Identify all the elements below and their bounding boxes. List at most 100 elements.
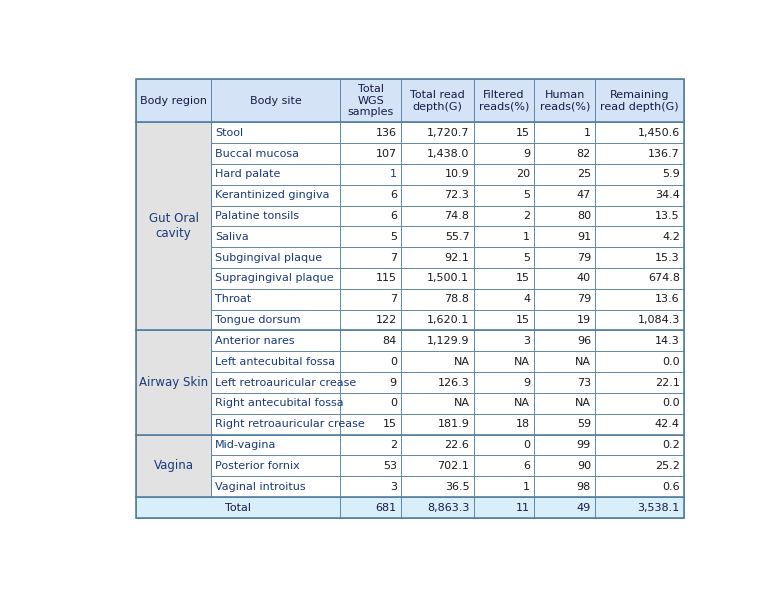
Text: 59: 59: [577, 419, 591, 429]
Bar: [401, 435, 474, 455]
Text: 1,084.3: 1,084.3: [637, 315, 680, 325]
Bar: [595, 310, 684, 330]
Bar: [474, 268, 535, 289]
Bar: [535, 310, 595, 330]
Text: Airway Skin: Airway Skin: [139, 376, 208, 389]
Bar: [137, 435, 210, 455]
Text: 136: 136: [376, 128, 397, 137]
Bar: [137, 164, 210, 185]
Bar: [595, 122, 684, 143]
Bar: [474, 497, 535, 518]
Text: 5.9: 5.9: [662, 169, 680, 179]
Bar: [137, 476, 210, 497]
Bar: [340, 289, 401, 310]
Text: 1,129.9: 1,129.9: [427, 336, 469, 346]
Text: 2: 2: [523, 211, 530, 221]
Bar: [535, 435, 595, 455]
Bar: [210, 414, 340, 435]
Bar: [210, 455, 340, 476]
Bar: [595, 80, 684, 122]
Text: Vagina: Vagina: [154, 459, 194, 472]
Text: 90: 90: [577, 461, 591, 471]
Bar: [340, 143, 401, 164]
Text: 0: 0: [523, 440, 530, 450]
Bar: [210, 476, 340, 497]
Bar: [535, 247, 595, 268]
Bar: [535, 289, 595, 310]
Text: 73: 73: [577, 377, 591, 388]
Bar: [137, 393, 210, 414]
Text: Tongue dorsum: Tongue dorsum: [215, 315, 301, 325]
Bar: [210, 226, 340, 247]
Text: 22.1: 22.1: [655, 377, 680, 388]
Text: Remaining
read depth(G): Remaining read depth(G): [601, 90, 679, 112]
Text: 36.5: 36.5: [445, 482, 469, 491]
Text: Human
reads(%): Human reads(%): [540, 90, 590, 112]
Text: 96: 96: [577, 336, 591, 346]
Bar: [474, 393, 535, 414]
Text: 6: 6: [523, 461, 530, 471]
Text: 7: 7: [389, 294, 397, 305]
Bar: [401, 80, 474, 122]
Bar: [137, 80, 210, 122]
Bar: [210, 330, 340, 352]
Text: 99: 99: [577, 440, 591, 450]
Text: 5: 5: [523, 190, 530, 200]
Bar: [340, 185, 401, 206]
Bar: [210, 185, 340, 206]
Text: NA: NA: [453, 399, 469, 408]
Text: 1,620.1: 1,620.1: [427, 315, 469, 325]
Text: 0.6: 0.6: [662, 482, 680, 491]
Bar: [474, 226, 535, 247]
Bar: [137, 122, 210, 330]
Bar: [474, 289, 535, 310]
Text: 0: 0: [390, 399, 397, 408]
Text: Left retroauricular crease: Left retroauricular crease: [215, 377, 356, 388]
Bar: [210, 122, 340, 143]
Bar: [210, 310, 340, 330]
Bar: [210, 164, 340, 185]
Text: 74.8: 74.8: [445, 211, 469, 221]
Bar: [595, 497, 684, 518]
Bar: [340, 206, 401, 226]
Text: Throat: Throat: [215, 294, 252, 305]
Bar: [595, 247, 684, 268]
Bar: [535, 497, 595, 518]
Text: 80: 80: [577, 211, 591, 221]
Bar: [595, 435, 684, 455]
Text: Subgingival plaque: Subgingival plaque: [215, 253, 323, 263]
Text: 18: 18: [516, 419, 530, 429]
Bar: [535, 330, 595, 352]
Text: NA: NA: [515, 357, 530, 367]
Text: Gut Oral
cavity: Gut Oral cavity: [148, 212, 198, 241]
Text: Anterior nares: Anterior nares: [215, 336, 295, 346]
Text: 20: 20: [516, 169, 530, 179]
Bar: [210, 80, 340, 122]
Text: Supragingival plaque: Supragingival plaque: [215, 273, 334, 283]
Bar: [210, 289, 340, 310]
Text: 40: 40: [577, 273, 591, 283]
Text: 15.3: 15.3: [655, 253, 680, 263]
Bar: [474, 414, 535, 435]
Bar: [535, 226, 595, 247]
Text: 22.6: 22.6: [445, 440, 469, 450]
Text: 19: 19: [577, 315, 591, 325]
Text: 122: 122: [376, 315, 397, 325]
Bar: [401, 226, 474, 247]
Text: 92.1: 92.1: [445, 253, 469, 263]
Bar: [210, 393, 340, 414]
Text: 107: 107: [376, 148, 397, 159]
Text: 4.2: 4.2: [662, 232, 680, 242]
Bar: [340, 372, 401, 393]
Text: 674.8: 674.8: [648, 273, 680, 283]
Bar: [535, 352, 595, 372]
Bar: [535, 372, 595, 393]
Text: 15: 15: [516, 315, 530, 325]
Bar: [535, 164, 595, 185]
Bar: [474, 80, 535, 122]
Bar: [401, 497, 474, 518]
Bar: [137, 185, 210, 206]
Bar: [401, 247, 474, 268]
Text: 25: 25: [577, 169, 591, 179]
Text: 79: 79: [577, 253, 591, 263]
